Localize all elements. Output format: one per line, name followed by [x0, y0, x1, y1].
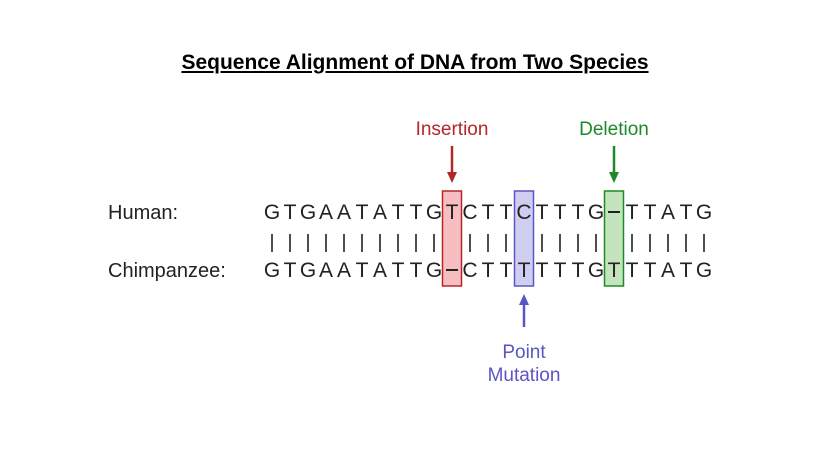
human-base: T — [500, 201, 513, 224]
chimpanzee-base: G — [426, 259, 442, 282]
human-base: A — [373, 201, 387, 224]
human-base: G — [426, 201, 442, 224]
human-base: A — [661, 201, 675, 224]
human-row-label: Human: — [108, 202, 178, 224]
insertion-highlight-box — [441, 190, 463, 287]
chimpanzee-base: C — [462, 259, 477, 282]
chimpanzee-base: T — [500, 259, 513, 282]
human-base: C — [462, 201, 477, 224]
chimpanzee-base: T — [536, 259, 549, 282]
human-base: T — [644, 201, 657, 224]
human-base: T — [356, 201, 369, 224]
diagram-title: Sequence Alignment of DNA from Two Speci… — [181, 51, 649, 74]
human-base: T — [572, 201, 585, 224]
insertion-label: Insertion — [416, 119, 489, 140]
chimpanzee-base: G — [300, 259, 316, 282]
chimpanzee-base: T — [680, 259, 693, 282]
point-mutation-label: Point — [502, 342, 546, 363]
chimpanzee-base: G — [588, 259, 604, 282]
point-mutation-label: Mutation — [488, 365, 561, 386]
point-mutation-arrow-head — [519, 294, 529, 305]
deletion-highlight-box — [603, 190, 625, 287]
deletion-arrow-head — [609, 172, 619, 183]
human-base: G — [300, 201, 316, 224]
chimpanzee-base: T — [410, 259, 423, 282]
chimpanzee-base: A — [319, 259, 333, 282]
human-base: T — [680, 201, 693, 224]
human-base: G — [588, 201, 604, 224]
human-base: G — [264, 201, 280, 224]
chimpanzee-base: T — [572, 259, 585, 282]
chimpanzee-base: G — [696, 259, 712, 282]
human-base: T — [482, 201, 495, 224]
human-base: T — [626, 201, 639, 224]
chimpanzee-base: T — [392, 259, 405, 282]
chimpanzee-base: G — [264, 259, 280, 282]
chimpanzee-base: T — [518, 259, 531, 282]
chimpanzee-base: T — [626, 259, 639, 282]
annotation-arrows — [447, 146, 619, 327]
highlight-boxes — [441, 190, 625, 287]
insertion-arrow-head — [447, 172, 457, 183]
chimpanzee-base: T — [482, 259, 495, 282]
chimpanzee-base: T — [644, 259, 657, 282]
deletion-label: Deletion — [579, 119, 649, 140]
human-base: A — [337, 201, 351, 224]
human-base: C — [516, 201, 531, 224]
human-base: A — [319, 201, 333, 224]
human-base: G — [696, 201, 712, 224]
chimpanzee-base: T — [554, 259, 567, 282]
human-base: T — [536, 201, 549, 224]
chimpanzee-base: T — [356, 259, 369, 282]
chimpanzee-base: A — [337, 259, 351, 282]
human-base: T — [446, 201, 459, 224]
human-base: T — [410, 201, 423, 224]
match-bars — [271, 234, 705, 252]
chimpanzee-base: T — [284, 259, 297, 282]
chimpanzee-base: A — [661, 259, 675, 282]
chimpanzee-base: A — [373, 259, 387, 282]
human-base: T — [554, 201, 567, 224]
chimpanzee-row-label: Chimpanzee: — [108, 260, 226, 282]
point-mutation-highlight-box — [513, 190, 535, 287]
chimpanzee-base: T — [608, 259, 621, 282]
human-base: T — [284, 201, 297, 224]
human-base: T — [392, 201, 405, 224]
